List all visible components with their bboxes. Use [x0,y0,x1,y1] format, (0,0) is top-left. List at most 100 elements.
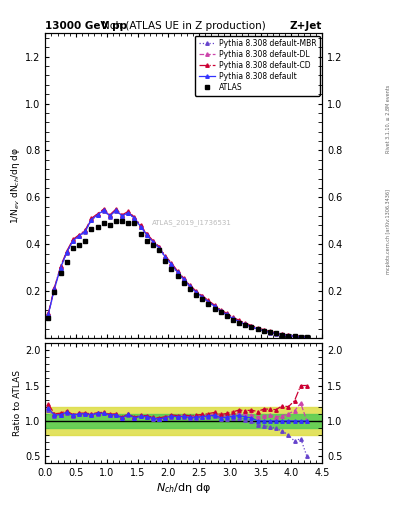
ATLAS [237,319,241,326]
Pythia 8.308 default [268,329,272,335]
Line: Pythia 8.308 default-MBR: Pythia 8.308 default-MBR [46,209,309,339]
Pythia 8.308 default-CD [206,297,211,304]
Pythia 8.308 default [243,321,248,327]
Pythia 8.308 default-CD [120,212,125,218]
Pythia 8.308 default-CD [157,244,162,250]
Pythia 8.308 default [274,330,279,336]
Pythia 8.308 default-MBR [255,327,260,333]
Pythia 8.308 default-CD [71,237,75,243]
Pythia 8.308 default-MBR [219,308,223,314]
ATLAS [52,289,57,295]
Pythia 8.308 default [151,239,155,245]
ATLAS [286,332,291,338]
Pythia 8.308 default-MBR [169,262,174,268]
Pythia 8.308 default-MBR [286,333,291,339]
Pythia 8.308 default-CD [286,332,291,338]
Pythia 8.308 default-CD [46,310,51,316]
Pythia 8.308 default-MBR [200,294,205,301]
Pythia 8.308 default-MBR [89,217,94,223]
ATLAS [163,258,168,264]
Pythia 8.308 default-DL [108,212,112,219]
Pythia 8.308 default-MBR [145,232,149,239]
Line: Pythia 8.308 default-DL: Pythia 8.308 default-DL [46,208,309,339]
Pythia 8.308 default-MBR [261,328,266,334]
Pythia 8.308 default-CD [64,248,69,254]
Text: 13000 GeV pp: 13000 GeV pp [45,20,127,31]
Pythia 8.308 default-MBR [292,334,297,340]
Pythia 8.308 default-CD [108,212,112,218]
Pythia 8.308 default-DL [120,212,125,219]
Pythia 8.308 default-CD [305,334,309,340]
Pythia 8.308 default [77,233,81,239]
Pythia 8.308 default-MBR [157,245,162,251]
Pythia 8.308 default-CD [126,208,131,215]
Pythia 8.308 default-DL [305,334,309,340]
Pythia 8.308 default-MBR [231,316,235,322]
Pythia 8.308 default-CD [261,327,266,333]
Pythia 8.308 default-DL [175,269,180,275]
Pythia 8.308 default [182,276,186,283]
ATLAS [261,328,266,334]
ATLAS [206,301,211,307]
ATLAS [200,296,205,302]
Pythia 8.308 default [255,326,260,332]
ATLAS [83,238,88,244]
Pythia 8.308 default [64,249,69,255]
Pythia 8.308 default-MBR [132,216,137,222]
Pythia 8.308 default-DL [231,315,235,321]
Pythia 8.308 default-CD [224,310,229,316]
Pythia 8.308 default-DL [194,289,198,295]
Pythia 8.308 default-CD [175,268,180,274]
ATLAS [126,220,131,226]
Pythia 8.308 default-CD [182,275,186,281]
Pythia 8.308 default-CD [237,317,241,324]
Pythia 8.308 default [175,269,180,275]
Pythia 8.308 default-CD [268,328,272,334]
Pythia 8.308 default-DL [249,323,254,329]
ATLAS [219,309,223,315]
Pythia 8.308 default [163,254,168,260]
Pythia 8.308 default-DL [95,211,100,218]
ATLAS [274,330,279,336]
ATLAS [187,286,192,292]
Pythia 8.308 default-DL [212,303,217,309]
Pythia 8.308 default-MBR [274,331,279,337]
ATLAS [64,259,69,265]
ATLAS [151,242,155,248]
Pythia 8.308 default-MBR [175,270,180,276]
Text: Rivet 3.1.10, ≥ 2.8M events: Rivet 3.1.10, ≥ 2.8M events [386,84,391,153]
Pythia 8.308 default-MBR [114,207,118,214]
Pythia 8.308 default [138,224,143,230]
Pythia 8.308 default-MBR [77,233,81,240]
Pythia 8.308 default-MBR [194,290,198,296]
Pythia 8.308 default-CD [249,323,254,329]
Pythia 8.308 default-MBR [138,224,143,230]
Pythia 8.308 default-CD [89,216,94,222]
ATLAS [101,220,106,226]
Pythia 8.308 default-DL [58,264,63,270]
Pythia 8.308 default-DL [224,311,229,317]
Pythia 8.308 default [101,207,106,214]
Pythia 8.308 default [219,308,223,314]
Pythia 8.308 default-CD [212,302,217,308]
ATLAS [292,333,297,339]
Pythia 8.308 default-MBR [163,254,168,261]
Pythia 8.308 default [126,209,131,216]
Pythia 8.308 default [132,216,137,222]
Pythia 8.308 default-CD [187,282,192,288]
Pythia 8.308 default [224,311,229,317]
Title: Nch (ATLAS UE in Z production): Nch (ATLAS UE in Z production) [102,21,266,31]
Pythia 8.308 default [292,333,297,339]
Pythia 8.308 default [261,328,266,334]
Pythia 8.308 default-DL [286,332,291,338]
Pythia 8.308 default [212,303,217,309]
Pythia 8.308 default [95,212,100,218]
ATLAS [243,322,248,328]
Pythia 8.308 default [305,334,309,340]
Pythia 8.308 default-DL [182,276,186,282]
Pythia 8.308 default [157,245,162,251]
Pythia 8.308 default-MBR [224,312,229,318]
Pythia 8.308 default-MBR [46,312,51,318]
ATLAS [268,329,272,335]
Pythia 8.308 default-DL [101,207,106,213]
